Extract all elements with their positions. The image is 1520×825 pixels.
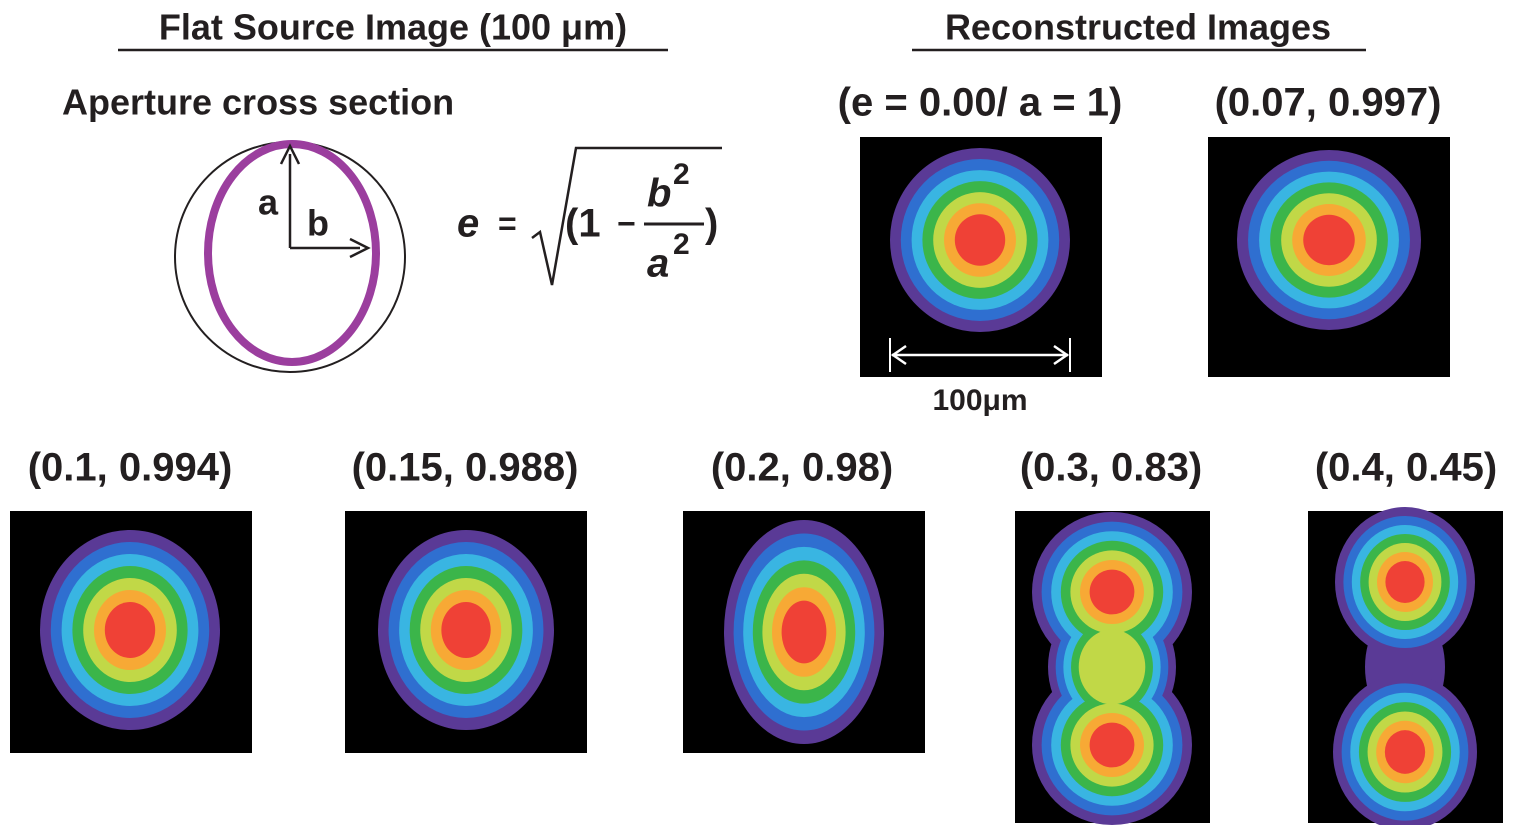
- formula-lhs: e: [457, 202, 479, 246]
- right-title: Reconstructed Images: [945, 7, 1331, 48]
- contour: [105, 602, 155, 658]
- formula-open: (1: [565, 202, 601, 246]
- formula-num-exp: 2: [673, 158, 690, 191]
- contour: [1090, 570, 1135, 615]
- image-label: (e = 0.00/ a = 1): [838, 81, 1123, 125]
- contour: [782, 601, 827, 664]
- scale-label: 100μm: [932, 384, 1027, 417]
- aperture-title: Aperture cross section: [62, 82, 454, 123]
- image-label: (0.07, 0.997): [1215, 81, 1442, 125]
- image-label: (0.1, 0.994): [28, 446, 233, 490]
- contour: [1303, 215, 1355, 265]
- label-b: b: [307, 203, 329, 244]
- formula-eq: =: [498, 205, 517, 241]
- formula-close: ): [705, 202, 718, 246]
- formula-den-exp: 2: [673, 228, 690, 261]
- contour: [441, 602, 490, 658]
- image-label: (0.4, 0.45): [1315, 446, 1497, 490]
- label-a: a: [258, 182, 279, 223]
- left-title: Flat Source Image (100 μm): [159, 7, 627, 48]
- image-label: (0.2, 0.98): [711, 446, 893, 490]
- contour: [1385, 730, 1425, 774]
- aperture-ellipse: [208, 144, 376, 362]
- contour: [955, 214, 1005, 266]
- contour: [1090, 723, 1135, 768]
- image-label: (0.15, 0.988): [352, 446, 579, 490]
- contour: [1385, 561, 1424, 603]
- figure: Flat Source Image (100 μm) Reconstructed…: [0, 0, 1520, 825]
- formula-minus: −: [617, 205, 636, 241]
- image-label: (0.3, 0.83): [1020, 446, 1202, 490]
- formula-num: b: [647, 172, 671, 216]
- formula-den: a: [647, 242, 669, 286]
- images: (e = 0.00/ a = 1) (0.07, 0.997) (0.1, 0.99…: [10, 81, 1503, 825]
- contour: [1079, 630, 1146, 705]
